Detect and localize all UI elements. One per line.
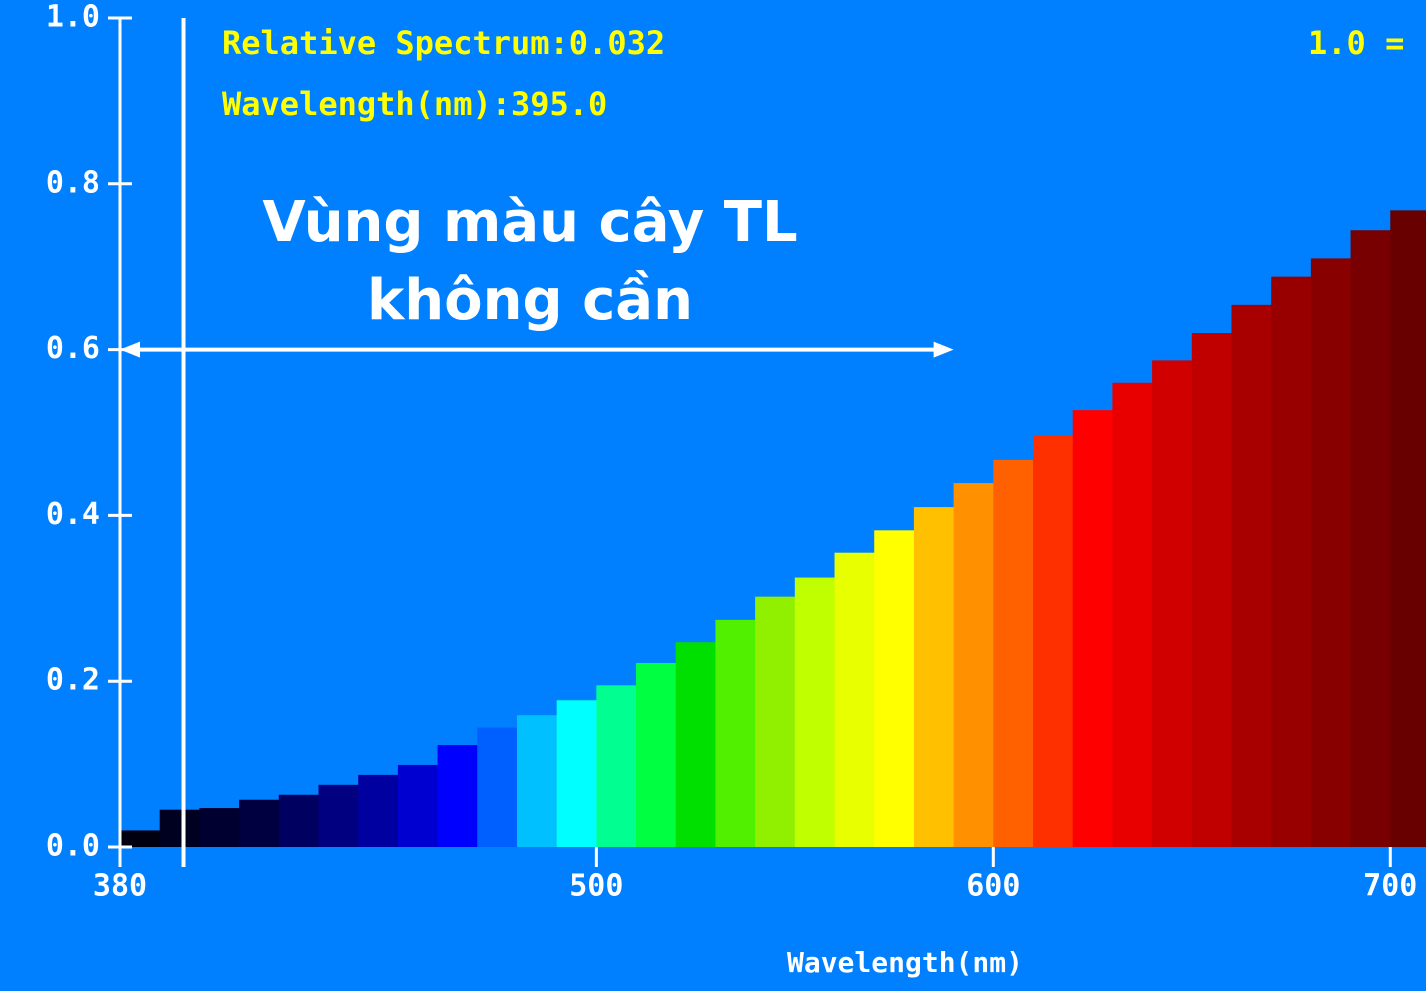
- spectrum-bar: [636, 662, 677, 847]
- spectrum-bar: [1271, 276, 1312, 847]
- spectrum-bar: [1231, 304, 1272, 848]
- y-tick-label: 0.2: [46, 663, 100, 698]
- spectrum-bar: [120, 830, 161, 847]
- note: không cần: [367, 268, 693, 333]
- spectrum-bar: [397, 764, 439, 847]
- spectrum-bar: [199, 808, 240, 847]
- spectrum-bar: [1350, 230, 1391, 847]
- annotation: Relative Spectrum:0.032: [222, 24, 665, 62]
- spectrum-bar: [1072, 410, 1113, 847]
- x-tick-label: 700: [1363, 869, 1417, 904]
- spectrum-bar: [556, 700, 597, 847]
- arrow-head: [120, 341, 140, 358]
- y-tick-label: 0.4: [46, 497, 100, 532]
- y-tick-label: 0.6: [46, 331, 100, 366]
- spectrum-bar: [755, 596, 796, 847]
- note: Vùng màu cây TL: [262, 190, 797, 255]
- spectrum-bar: [1310, 258, 1352, 847]
- x-tick-label: 380: [93, 869, 147, 904]
- spectrum-bar: [596, 685, 637, 847]
- spectrum-bar: [1390, 210, 1426, 847]
- y-tick-label: 1.0: [46, 0, 100, 35]
- spectrum: [120, 210, 1426, 848]
- spectrum-bar: [794, 577, 836, 847]
- y-tick-label: 0.8: [46, 165, 100, 200]
- spectrum-bar: [1033, 434, 1074, 847]
- spectrum-bar: [477, 727, 518, 847]
- annotation: Wavelength(nm):395.0: [222, 85, 607, 123]
- x-tick-label: 500: [569, 869, 623, 904]
- spectrum-bar: [239, 799, 280, 847]
- spectrum-bar: [675, 642, 716, 847]
- spectrum-bar: [715, 619, 756, 847]
- arrow-head: [933, 341, 954, 358]
- spectrum-bar: [1191, 333, 1232, 847]
- spectrum-bar: [437, 745, 478, 847]
- spectrum-bar: [159, 809, 200, 847]
- spectrum-bar: [953, 483, 994, 847]
- spectrum-bar: [1112, 382, 1153, 847]
- spectrum-bar: [318, 784, 359, 847]
- spectrum-bar: [913, 507, 955, 847]
- y-tick-label: 0.0: [46, 829, 100, 864]
- spectrum-bar: [358, 774, 399, 847]
- spectrum-bar: [1152, 360, 1193, 847]
- x-tick-label: 600: [966, 869, 1020, 904]
- spectrum-bar: [278, 794, 319, 847]
- spectrum-bar: [874, 530, 915, 847]
- x-axis-label: Wavelength(nm): [787, 946, 1023, 979]
- spectrum-bar: [993, 459, 1034, 847]
- spectrum-bar: [516, 715, 558, 847]
- spectrum-bar: [834, 552, 875, 847]
- annotation: 1.0 =: [1308, 24, 1404, 62]
